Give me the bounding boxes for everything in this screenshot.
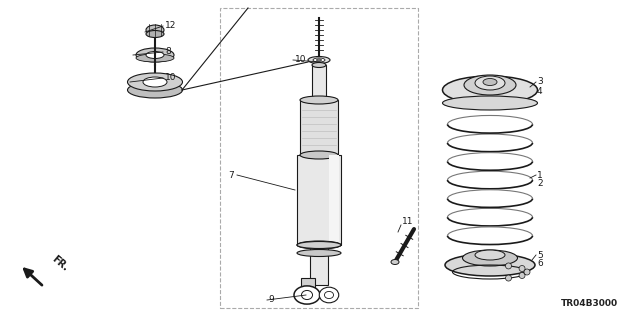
Text: 9: 9: [268, 295, 274, 305]
Ellipse shape: [391, 259, 399, 264]
Circle shape: [519, 265, 525, 271]
Text: 7: 7: [228, 170, 234, 180]
Text: 8: 8: [165, 48, 171, 56]
Bar: [310, 245, 328, 285]
Circle shape: [506, 263, 511, 269]
Ellipse shape: [300, 151, 338, 159]
Bar: [297, 155, 341, 245]
Ellipse shape: [308, 56, 330, 63]
Text: 10: 10: [295, 56, 307, 64]
Ellipse shape: [442, 76, 538, 104]
Bar: [300, 100, 338, 155]
Ellipse shape: [300, 96, 338, 104]
Bar: [301, 278, 315, 288]
Text: 1: 1: [537, 170, 543, 180]
Ellipse shape: [301, 291, 312, 300]
Ellipse shape: [127, 73, 182, 91]
Ellipse shape: [483, 78, 497, 85]
Text: 12: 12: [165, 21, 177, 31]
Ellipse shape: [297, 241, 341, 249]
Ellipse shape: [324, 292, 333, 299]
Ellipse shape: [317, 59, 321, 61]
Ellipse shape: [464, 75, 516, 95]
Ellipse shape: [143, 77, 167, 87]
Ellipse shape: [136, 48, 174, 62]
Ellipse shape: [146, 51, 164, 58]
Ellipse shape: [146, 25, 164, 35]
Text: 3: 3: [537, 78, 543, 86]
Ellipse shape: [445, 254, 535, 276]
Text: TR04B3000: TR04B3000: [561, 299, 618, 308]
Ellipse shape: [475, 76, 505, 90]
Text: 11: 11: [402, 218, 413, 226]
Ellipse shape: [312, 63, 326, 68]
Ellipse shape: [319, 287, 339, 303]
Ellipse shape: [313, 58, 325, 62]
Ellipse shape: [294, 286, 320, 304]
Bar: [220, 8, 418, 308]
Ellipse shape: [146, 31, 164, 38]
Circle shape: [524, 269, 530, 275]
Ellipse shape: [297, 241, 341, 249]
Text: 6: 6: [537, 259, 543, 269]
Ellipse shape: [297, 249, 341, 256]
Text: 4: 4: [537, 86, 543, 95]
Ellipse shape: [463, 250, 518, 266]
Text: 5: 5: [537, 250, 543, 259]
Circle shape: [519, 272, 525, 278]
Ellipse shape: [136, 54, 174, 62]
Ellipse shape: [127, 82, 182, 98]
Ellipse shape: [442, 96, 538, 110]
Circle shape: [506, 275, 511, 281]
Ellipse shape: [475, 250, 505, 260]
Text: FR.: FR.: [50, 254, 70, 273]
Bar: [312, 65, 326, 105]
Bar: [329, 155, 339, 245]
Text: 2: 2: [537, 180, 543, 189]
Text: 10: 10: [165, 73, 177, 83]
